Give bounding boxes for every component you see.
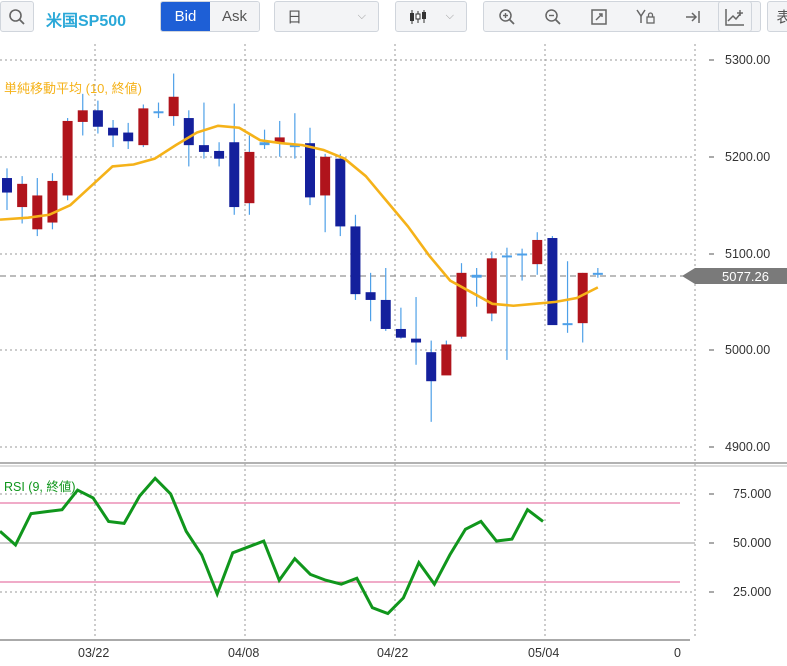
price-tick: 4900.00 <box>725 440 770 454</box>
fit-icon[interactable] <box>590 8 608 26</box>
candle-body <box>259 142 270 146</box>
candle-body <box>395 328 406 338</box>
candle-body <box>380 299 391 329</box>
candle-body <box>486 258 497 314</box>
rsi-tick: 25.000 <box>733 585 771 599</box>
candles <box>2 73 603 422</box>
price-tick: 5200.00 <box>725 150 770 164</box>
candle-body <box>17 183 28 208</box>
candle-body <box>577 272 588 324</box>
price-grid <box>0 44 696 638</box>
symbol-name[interactable]: 米国SP500 <box>46 13 127 30</box>
candle-body <box>153 111 164 114</box>
candle-body <box>365 292 376 300</box>
candle-body <box>517 253 528 256</box>
price-axis: 5300.00 5200.00 5100.00 5000.00 4900.00 <box>725 53 770 454</box>
candle-body <box>411 338 422 343</box>
rsi-line <box>0 476 544 616</box>
candle-body <box>123 132 134 142</box>
ask-button[interactable]: Ask <box>210 2 259 31</box>
zoom-in-icon[interactable] <box>498 8 516 26</box>
x-tick: 0 <box>674 646 681 660</box>
candle-body <box>592 272 603 275</box>
candle-body <box>274 137 285 144</box>
cut-button[interactable]: 表 <box>767 1 787 32</box>
candle-body <box>244 151 255 204</box>
candle-body <box>2 178 12 193</box>
candle-body <box>426 352 437 382</box>
toolbar: 米国SP500 Bid Ask 日 ⌵ ⌵ 表 <box>0 0 787 36</box>
x-tick: 04/22 <box>377 646 408 660</box>
cut-button-label: 表 <box>776 9 787 26</box>
moving-average-line <box>0 124 599 308</box>
candle-body <box>229 142 240 208</box>
candle-body <box>92 110 103 127</box>
candle-body <box>335 158 346 227</box>
current-price-marker: 5077.26 <box>682 268 787 284</box>
x-tick: 04/08 <box>228 646 259 660</box>
indicator-button[interactable] <box>718 1 752 32</box>
price-tick: 5300.00 <box>725 53 770 67</box>
bid-ask-toggle: Bid Ask <box>160 1 260 32</box>
candle-body <box>138 108 149 146</box>
chart-area[interactable]: 単純移動平均 (10, 終値) 5300.00 5200.00 5100.00 … <box>0 36 787 666</box>
candle-body <box>532 239 543 265</box>
candle-body <box>77 110 88 122</box>
zoom-out-icon[interactable] <box>544 8 562 26</box>
candle-body <box>198 145 209 152</box>
rsi-tick: 50.000 <box>733 536 771 550</box>
search-icon <box>9 8 25 25</box>
price-tick: 5100.00 <box>725 247 770 261</box>
indicator-icon <box>725 8 744 26</box>
candle-body <box>501 255 512 258</box>
candle-body <box>456 272 467 337</box>
candle-body <box>562 323 573 326</box>
rsi-indicator-label[interactable]: RSI (9, 終値) <box>4 479 76 494</box>
candle-body <box>214 150 225 159</box>
candle-body <box>108 127 119 136</box>
jump-latest-icon[interactable] <box>684 8 702 26</box>
candle-body <box>32 195 43 230</box>
rsi-axis: 75.000 50.000 25.000 <box>733 487 771 599</box>
chart-tools-bar <box>483 1 761 32</box>
chart-type-select[interactable]: ⌵ <box>395 1 467 32</box>
chevron-down-icon: ⌵ <box>445 10 454 22</box>
candle-body <box>471 274 482 278</box>
period-select[interactable]: 日 ⌵ <box>274 1 379 32</box>
candle-body <box>320 156 331 196</box>
current-price-label: 5077.26 <box>722 269 769 284</box>
candle-body <box>47 180 58 223</box>
rsi-grid <box>0 493 695 593</box>
price-tick: 5000.00 <box>725 343 770 357</box>
bid-button[interactable]: Bid <box>161 2 210 31</box>
y-axis-lock-icon[interactable] <box>636 8 656 26</box>
x-tick: 03/22 <box>78 646 109 660</box>
candle-body <box>547 238 558 326</box>
chevron-down-icon: ⌵ <box>357 10 366 22</box>
candle-body <box>305 143 315 198</box>
rsi-tick: 75.000 <box>733 487 771 501</box>
x-axis: 03/22 04/08 04/22 05/04 0 <box>78 646 681 660</box>
candlestick-icon <box>410 9 426 24</box>
candle-body <box>62 120 73 196</box>
candle-body <box>183 118 194 146</box>
search-button[interactable] <box>0 1 34 32</box>
x-tick: 05/04 <box>528 646 559 660</box>
period-value: 日 <box>287 9 303 26</box>
ma-indicator-label[interactable]: 単純移動平均 (10, 終値) <box>4 81 142 96</box>
candle-body <box>168 96 179 117</box>
candle-body <box>441 344 452 376</box>
candle-body <box>289 145 300 148</box>
candle-body <box>350 226 361 295</box>
